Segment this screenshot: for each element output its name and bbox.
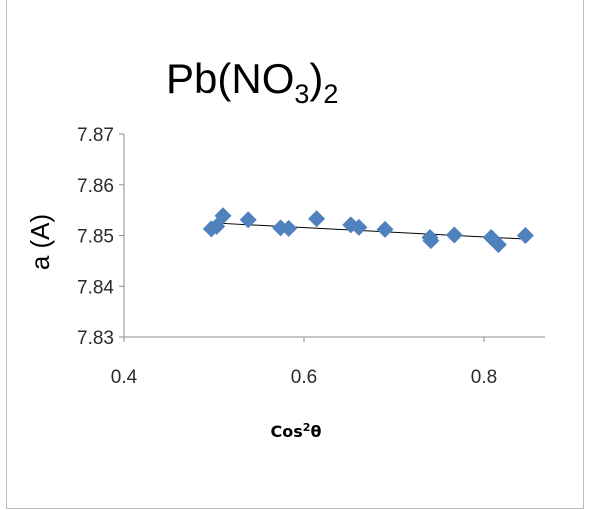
x-axis-label: Cos2θ (271, 421, 322, 441)
data-point (489, 236, 507, 254)
x-tick-label: 0.4 (111, 367, 138, 388)
y-tick-label: 7.83 (77, 328, 114, 349)
data-points (202, 207, 534, 254)
x-tick-label: 0.6 (291, 367, 317, 388)
data-point (308, 210, 326, 228)
axes (119, 133, 545, 342)
y-tick-label: 7.85 (77, 227, 114, 248)
data-point (239, 211, 257, 229)
x-tick-label: 0.8 (471, 367, 497, 388)
data-point (350, 218, 368, 236)
data-point (280, 219, 298, 237)
y-tick-label: 7.86 (77, 176, 114, 197)
data-point (376, 220, 394, 238)
tick-labels: 7.83 7.84 7.85 7.86 7.87 0.4 0.6 0.8 (77, 125, 497, 388)
data-point (445, 226, 463, 244)
y-tick-label: 7.87 (77, 125, 114, 146)
data-point (214, 207, 232, 225)
data-point (422, 232, 440, 250)
y-tick-label: 7.84 (77, 277, 114, 298)
chart-area (6, 0, 584, 509)
trendline-group (211, 222, 526, 240)
y-axis-label: a (A) (25, 214, 55, 270)
data-point (516, 227, 534, 244)
trendline (211, 222, 526, 240)
chart-title: Pb(NO3)2 (166, 55, 338, 109)
